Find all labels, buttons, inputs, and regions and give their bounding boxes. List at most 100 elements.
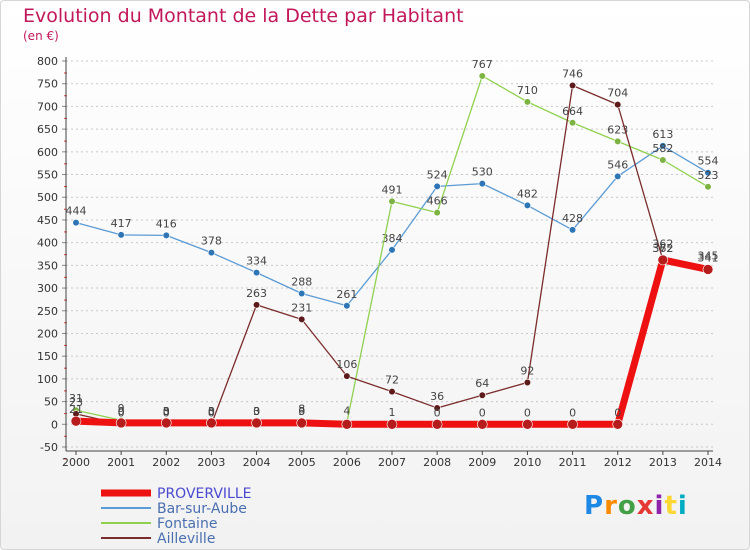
y-tick-label: 450 [37, 214, 58, 227]
y-tick-label: 650 [37, 123, 58, 136]
data-point [252, 301, 261, 309]
data-point [207, 249, 216, 257]
y-tick-label: 350 [37, 259, 58, 272]
data-point [523, 201, 532, 210]
y-tick-label: 150 [37, 350, 58, 363]
data-label: 482 [517, 187, 538, 200]
legend-item-fontaine: Fontaine [101, 516, 217, 532]
data-label: 0 [253, 405, 260, 418]
y-tick-label: 400 [37, 237, 58, 250]
data-label: 0 [298, 405, 305, 418]
data-label: 0 [614, 406, 621, 419]
data-point [476, 418, 488, 430]
logo-letter: r [604, 491, 618, 521]
legend-item-proverville: PROVERVILLE [101, 486, 251, 502]
proxiti-logo: Proxiti [584, 491, 688, 521]
y-tick-label: 700 [37, 100, 58, 113]
x-tick-label: 2008 [423, 456, 451, 469]
data-label: 92 [520, 365, 534, 378]
legend-label: Bar-sur-Aube [157, 501, 247, 517]
data-label: 31 [69, 392, 83, 405]
x-tick-label: 2002 [152, 456, 180, 469]
x-tick-label: 2012 [604, 456, 632, 469]
data-point [614, 137, 622, 145]
data-point [343, 302, 351, 310]
chart-subtitle: (en €) [23, 29, 59, 43]
data-label: 710 [517, 84, 538, 97]
legend-label: PROVERVILLE [157, 486, 251, 502]
data-label: 0 [118, 406, 125, 419]
y-tick-label: 0 [51, 418, 58, 431]
y-tick-label: 750 [37, 78, 58, 91]
data-label: 362 [652, 237, 673, 250]
data-label: 3 [208, 405, 215, 418]
data-point [568, 81, 577, 90]
y-tick-label: 50 [44, 396, 58, 409]
data-label: 23 [69, 396, 83, 409]
data-label: 0 [118, 405, 125, 418]
data-point [433, 182, 441, 190]
data-point [388, 246, 396, 254]
data-label: 428 [562, 212, 583, 225]
data-label: 582 [652, 142, 673, 155]
data-label: 3 [253, 405, 260, 418]
data-label: 36 [430, 390, 444, 403]
data-point [431, 418, 443, 430]
y-tick-label: 100 [37, 373, 58, 386]
data-label: 21 [69, 403, 83, 416]
data-label: 372 [652, 242, 673, 255]
data-point [433, 209, 441, 217]
data-label: 444 [66, 205, 87, 218]
data-label: 72 [385, 374, 399, 387]
logo-letter: i [654, 491, 665, 521]
data-label: 416 [156, 217, 177, 230]
data-point [72, 219, 80, 227]
data-label: 9 [118, 402, 125, 415]
data-label: 0 [208, 406, 215, 419]
x-tick-label: 2004 [243, 456, 271, 469]
y-tick-label: 550 [37, 169, 58, 182]
data-label: 0 [163, 406, 170, 419]
data-label: 362 [652, 242, 673, 255]
data-point [115, 417, 127, 429]
data-point [614, 100, 622, 109]
data-point [659, 142, 667, 150]
y-tick-label: -50 [40, 441, 58, 454]
data-point [70, 415, 82, 427]
data-label: 3 [298, 405, 305, 418]
data-point [386, 418, 398, 430]
data-point [478, 72, 486, 80]
data-label: 231 [291, 301, 312, 314]
data-label: 0 [163, 405, 170, 418]
x-tick-label: 2009 [468, 456, 496, 469]
data-point [614, 172, 622, 180]
data-label: 523 [698, 169, 719, 182]
data-point [478, 391, 486, 399]
data-label: 546 [607, 158, 628, 171]
data-point [522, 418, 533, 430]
data-label: 1 [389, 406, 396, 419]
x-tick-label: 2013 [649, 456, 677, 469]
y-tick-label: 800 [37, 55, 58, 68]
logo-letter: P [584, 491, 605, 521]
logo-letter: o [617, 491, 637, 521]
data-label: 664 [562, 105, 583, 118]
data-label: 64 [475, 377, 489, 390]
data-label: 0 [434, 406, 441, 419]
legend-item-ailleville: Ailleville [101, 531, 215, 547]
series-line [72, 256, 712, 428]
data-label: 524 [427, 168, 448, 181]
x-tick-label: 2005 [288, 456, 316, 469]
data-point [162, 231, 170, 239]
data-point [659, 156, 667, 164]
data-label: 417 [111, 217, 132, 230]
data-label: 263 [246, 287, 267, 300]
data-label: 341 [698, 251, 719, 264]
x-tick-label: 2010 [513, 456, 541, 469]
data-point [343, 372, 351, 380]
data-label: 704 [607, 87, 628, 100]
data-label: 8 [298, 403, 305, 416]
y-tick-label: 600 [37, 146, 58, 159]
